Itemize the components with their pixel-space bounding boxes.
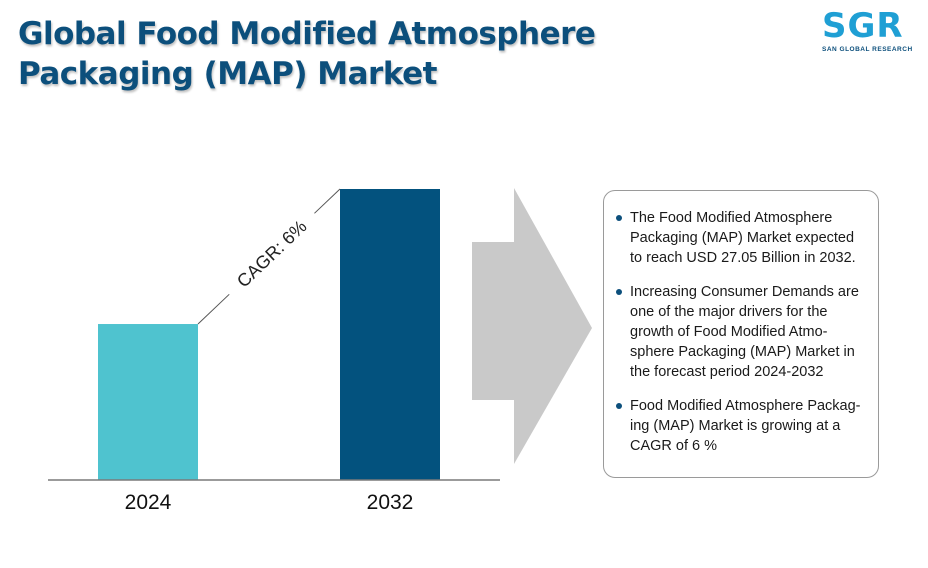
- sgr-logo: SGR SAN GLOBAL RESEARCH: [818, 6, 922, 58]
- title-line-2: Packaging (MAP) Market: [18, 56, 437, 92]
- info-box: The Food Modified Atmosphere Packaging (…: [603, 190, 879, 478]
- info-bullet-text: Food Modified Atmosphere Packag-ing (MAP…: [630, 398, 861, 454]
- info-bullet: The Food Modified Atmosphere Packaging (…: [616, 208, 868, 268]
- bar-2032: [340, 189, 440, 480]
- title-line-1: Global Food Modified Atmosphere: [18, 16, 596, 52]
- bullet-dot-icon: [616, 403, 622, 409]
- cagr-connector-line: [197, 293, 230, 325]
- bullet-dot-icon: [616, 215, 622, 221]
- logo-subtitle: SAN GLOBAL RESEARCH: [822, 46, 913, 53]
- info-bullet-text: Increasing Consumer Demands are one of t…: [630, 284, 859, 380]
- page-title: Global Food Modified Atmosphere Packagin…: [18, 14, 596, 94]
- info-bullet: Increasing Consumer Demands are one of t…: [616, 282, 868, 382]
- info-bullet-text: The Food Modified Atmosphere Packaging (…: [630, 210, 856, 266]
- bullet-dot-icon: [616, 289, 622, 295]
- bar-2024: [98, 324, 198, 480]
- x-tick-label: 2032: [367, 491, 414, 514]
- info-bullet: Food Modified Atmosphere Packag-ing (MAP…: [616, 396, 868, 456]
- right-arrow-icon: [472, 188, 592, 464]
- logo-mark: SGR: [822, 6, 904, 46]
- cagr-connector-line: [314, 188, 341, 214]
- cagr-annotation: CAGR: 6%: [233, 216, 311, 291]
- x-tick-label: 2024: [125, 491, 172, 514]
